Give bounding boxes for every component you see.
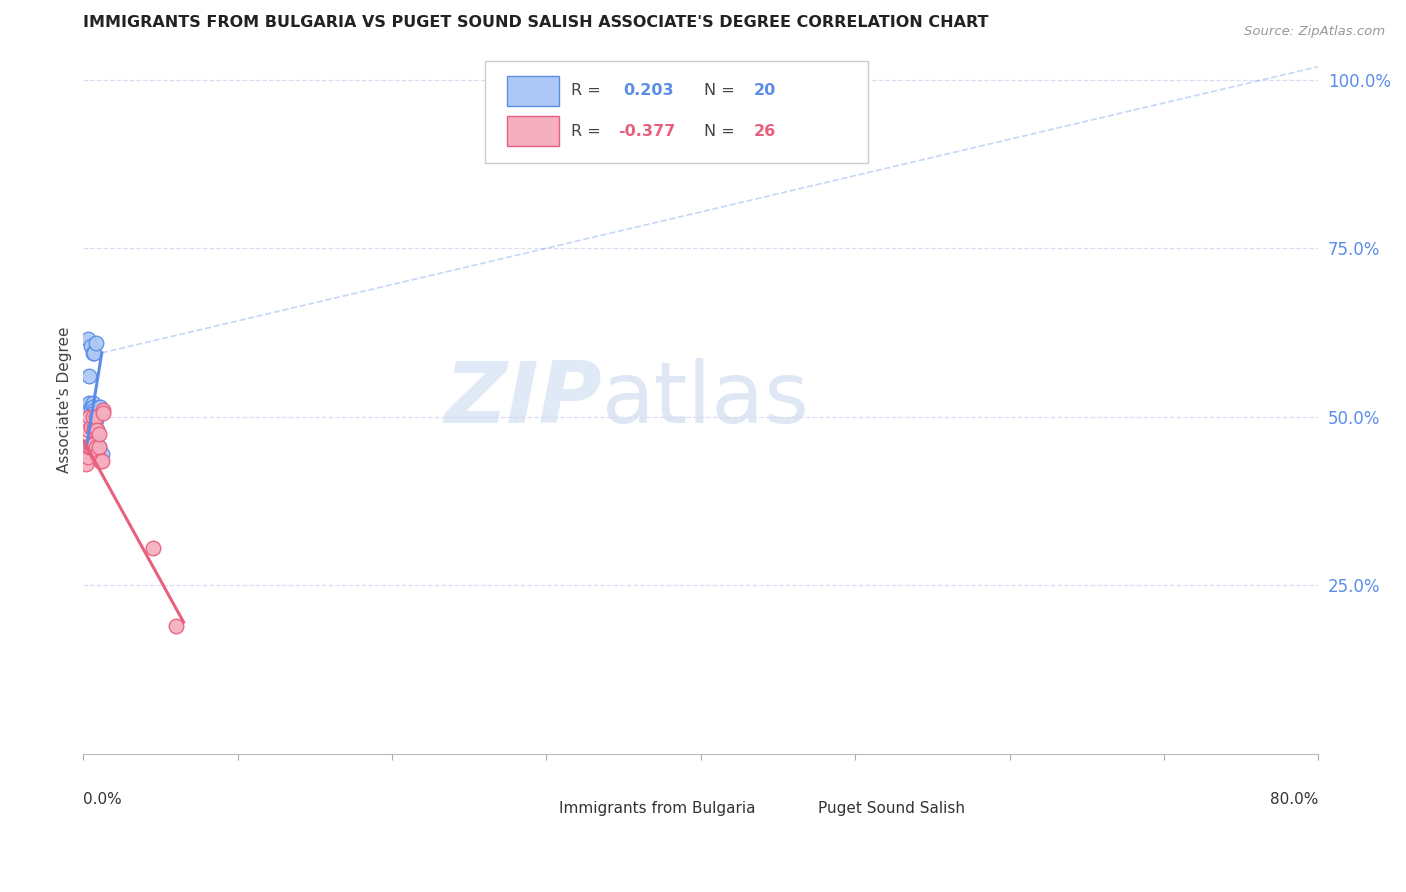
Point xyxy=(87,440,110,454)
Point xyxy=(84,335,107,350)
Point xyxy=(75,457,97,471)
FancyBboxPatch shape xyxy=(520,792,550,809)
Point xyxy=(82,400,104,414)
Text: R =: R = xyxy=(571,84,606,98)
Point xyxy=(83,346,105,360)
Point xyxy=(83,403,105,417)
Point xyxy=(86,426,108,441)
Text: Immigrants from Bulgaria: Immigrants from Bulgaria xyxy=(558,801,755,816)
Point xyxy=(83,436,105,450)
Point xyxy=(80,440,103,454)
Point xyxy=(83,423,105,437)
Point xyxy=(83,420,105,434)
Text: ZIP: ZIP xyxy=(444,359,602,442)
Point xyxy=(89,453,111,467)
Text: 80.0%: 80.0% xyxy=(1270,792,1319,807)
Point xyxy=(82,436,104,450)
Point xyxy=(86,447,108,461)
Point xyxy=(90,453,112,467)
Point xyxy=(87,440,110,454)
Point xyxy=(93,407,115,421)
Text: -0.377: -0.377 xyxy=(619,124,675,139)
Text: N =: N = xyxy=(704,84,741,98)
Point xyxy=(79,440,101,454)
Point xyxy=(77,450,100,465)
Point xyxy=(82,396,104,410)
Text: R =: R = xyxy=(571,124,606,139)
FancyBboxPatch shape xyxy=(508,117,558,146)
Y-axis label: Associate's Degree: Associate's Degree xyxy=(58,326,72,474)
FancyBboxPatch shape xyxy=(508,76,558,106)
Text: 0.0%: 0.0% xyxy=(83,792,122,807)
Point xyxy=(84,409,107,424)
Point xyxy=(90,447,112,461)
Point xyxy=(80,436,103,450)
Text: N =: N = xyxy=(704,124,741,139)
Point xyxy=(165,618,187,632)
Point xyxy=(77,332,100,346)
Point xyxy=(89,400,111,414)
Point xyxy=(84,440,107,454)
Point xyxy=(82,409,104,424)
FancyBboxPatch shape xyxy=(485,61,868,163)
Point xyxy=(80,400,103,414)
Point xyxy=(86,423,108,437)
Point xyxy=(87,450,110,465)
Point xyxy=(79,369,101,384)
Point xyxy=(80,420,103,434)
FancyBboxPatch shape xyxy=(780,792,810,809)
Point xyxy=(80,339,103,353)
Point xyxy=(93,403,115,417)
Point xyxy=(80,403,103,417)
Text: IMMIGRANTS FROM BULGARIA VS PUGET SOUND SALISH ASSOCIATE'S DEGREE CORRELATION CH: IMMIGRANTS FROM BULGARIA VS PUGET SOUND … xyxy=(83,15,988,30)
Point xyxy=(82,346,104,360)
Text: 26: 26 xyxy=(754,124,776,139)
Text: Puget Sound Salish: Puget Sound Salish xyxy=(818,801,965,816)
Point xyxy=(83,407,105,421)
Point xyxy=(87,426,110,441)
Point xyxy=(142,541,165,556)
Text: 0.203: 0.203 xyxy=(623,84,673,98)
Point xyxy=(77,423,100,437)
Text: 20: 20 xyxy=(754,84,776,98)
Text: atlas: atlas xyxy=(602,359,810,442)
Point xyxy=(79,409,101,424)
Point xyxy=(79,396,101,410)
Point xyxy=(84,413,107,427)
Point xyxy=(82,440,104,454)
Point xyxy=(86,423,108,437)
Text: Source: ZipAtlas.com: Source: ZipAtlas.com xyxy=(1244,25,1385,38)
